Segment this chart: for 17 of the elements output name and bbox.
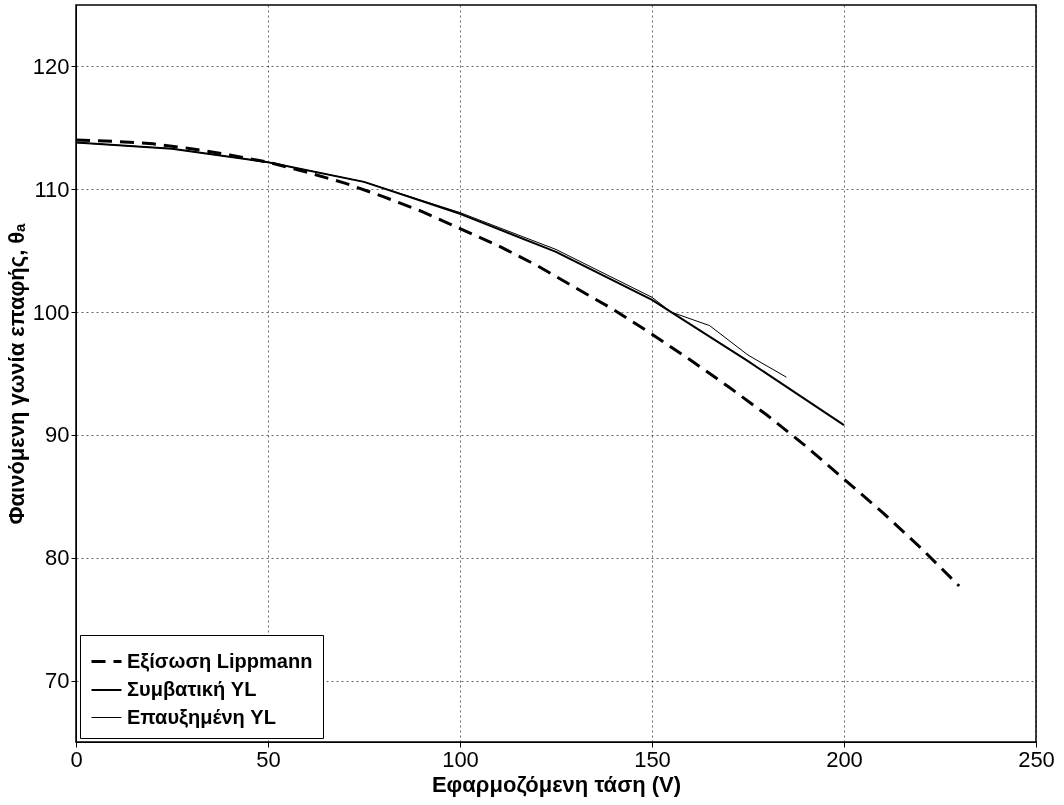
y-tick-label: 90	[45, 422, 70, 448]
y-tick-label: 100	[32, 299, 70, 325]
x-tick-label: 0	[70, 746, 83, 772]
x-tick-label: 250	[1018, 746, 1055, 772]
y-tick-label: 110	[34, 176, 70, 202]
y-tick-label: 120	[32, 53, 70, 79]
y-tick-label: 80	[45, 545, 70, 571]
x-tick-label: 200	[826, 746, 863, 772]
legend-label: Εξίσωση Lippmann	[127, 649, 313, 672]
y-tick-label: 70	[45, 668, 70, 694]
x-tick-label: 150	[634, 746, 671, 772]
legend-label: Συμβατική YL	[127, 678, 257, 700]
legend-label: Επαυξημένη YL	[127, 705, 276, 728]
x-tick-label: 50	[256, 746, 281, 772]
x-tick-label: 100	[442, 746, 479, 772]
x-axis-title: Εφαρμοζόμενη τάση (V)	[431, 771, 682, 797]
y-axis-title: Φαινόμενη γωνία επαφής, θₐ	[3, 222, 29, 525]
